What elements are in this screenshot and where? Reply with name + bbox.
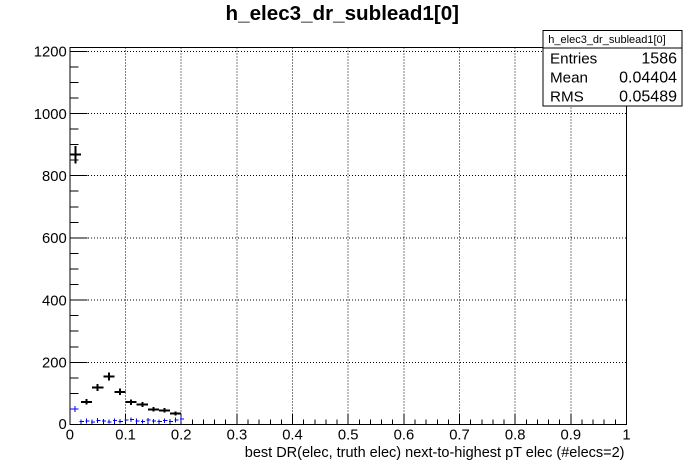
svg-text:best DR(elec, truth elec) next: best DR(elec, truth elec) next-to-highes…	[245, 445, 625, 461]
svg-text:Entries: Entries	[550, 51, 598, 68]
svg-text:0.4: 0.4	[282, 428, 303, 444]
svg-text:800: 800	[42, 169, 67, 185]
svg-text:0: 0	[58, 417, 66, 433]
svg-text:0.7: 0.7	[449, 428, 470, 444]
svg-text:0.6: 0.6	[394, 428, 415, 444]
svg-text:200: 200	[42, 356, 67, 372]
svg-text:0.3: 0.3	[227, 428, 248, 444]
svg-text:1200: 1200	[34, 45, 67, 61]
svg-text:400: 400	[42, 293, 67, 309]
svg-text:h_elec3_dr_sublead1[0]: h_elec3_dr_sublead1[0]	[226, 2, 460, 25]
svg-text:0.9: 0.9	[561, 428, 582, 444]
svg-text:h_elec3_dr_sublead1[0]: h_elec3_dr_sublead1[0]	[548, 34, 665, 46]
svg-text:0.8: 0.8	[505, 428, 526, 444]
svg-text:0.1: 0.1	[115, 428, 136, 444]
svg-text:0.5: 0.5	[338, 428, 359, 444]
svg-text:Mean: Mean	[550, 70, 588, 87]
svg-text:1: 1	[622, 428, 630, 444]
svg-text:1586: 1586	[641, 51, 677, 68]
svg-text:0.04404: 0.04404	[619, 70, 677, 87]
svg-text:0.05489: 0.05489	[619, 89, 677, 106]
svg-text:1000: 1000	[34, 107, 67, 123]
svg-text:600: 600	[42, 231, 67, 247]
svg-text:RMS: RMS	[550, 89, 584, 106]
svg-text:0: 0	[66, 428, 74, 444]
svg-text:0.2: 0.2	[171, 428, 192, 444]
